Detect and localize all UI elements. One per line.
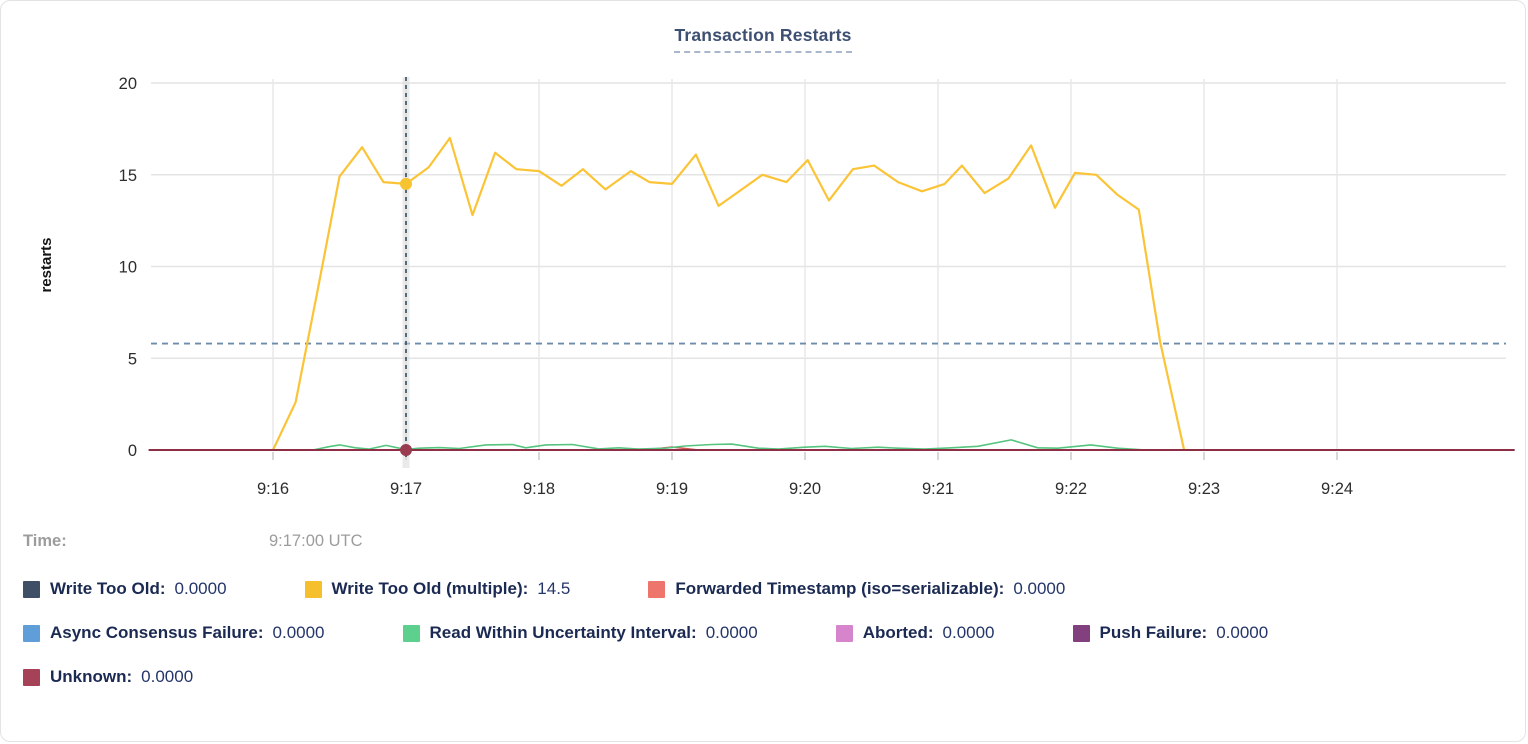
legend-swatch-icon	[23, 580, 40, 598]
x-tick-label: 9:17	[390, 480, 422, 498]
legend-item: Async Consensus Failure: 0.0000	[23, 623, 325, 643]
legend-swatch-icon	[23, 668, 40, 686]
x-tick-label: 9:20	[789, 480, 821, 498]
y-tick-label: 20	[119, 75, 137, 93]
legend-row: Async Consensus Failure: 0.0000 Read Withi…	[23, 623, 1503, 643]
hover-legend: Time: 9:17:00 UTC Write Too Old: 0.0000 Wr…	[23, 529, 1503, 711]
legend-swatch-icon	[648, 580, 666, 598]
legend-value: 0.0000	[705, 623, 758, 642]
x-tick-label: 9:21	[922, 480, 954, 498]
legend-value: 0.0000	[1216, 623, 1269, 642]
x-tick-label: 9:16	[257, 480, 289, 498]
y-tick-label: 10	[119, 259, 137, 277]
legend-rows: Write Too Old: 0.0000 Write Too Old (multi…	[23, 579, 1503, 687]
legend-value: 0.0000	[272, 623, 325, 642]
legend-value: 0.0000	[942, 623, 995, 642]
legend-item: Write Too Old (multiple): 14.5	[304, 579, 571, 599]
legend-label: Push Failure:	[1099, 623, 1208, 642]
y-axis-label: restarts	[38, 237, 55, 292]
legend-swatch-icon	[835, 624, 853, 642]
legend-swatch-icon	[1072, 624, 1090, 642]
hover-time-value: 9:17:00 UTC	[269, 531, 363, 550]
legend-label: Write Too Old (multiple):	[331, 579, 529, 598]
legend-value: 14.5	[537, 579, 571, 598]
legend-row: Unknown: 0.0000	[23, 667, 1503, 687]
legend-value: 0.0000	[1013, 579, 1066, 598]
x-tick-label: 9:19	[656, 480, 688, 498]
y-tick-label: 15	[119, 167, 137, 185]
x-tick-label: 9:22	[1055, 480, 1087, 498]
legend-item: Write Too Old: 0.0000	[23, 579, 227, 599]
legend-label: Async Consensus Failure:	[50, 623, 264, 642]
legend-value: 0.0000	[141, 667, 194, 686]
legend-item: Read Within Uncertainty Interval: 0.0000	[402, 623, 758, 643]
legend-label: Write Too Old:	[50, 579, 166, 598]
y-tick-label: 5	[128, 350, 137, 368]
legend-swatch-icon	[23, 624, 40, 642]
legend-item: Unknown: 0.0000	[23, 667, 193, 687]
legend-label: Forwarded Timestamp (iso=serializable):	[675, 579, 1005, 598]
x-tick-label: 9:24	[1321, 480, 1353, 498]
chart-title[interactable]: Transaction Restarts	[674, 25, 852, 53]
crosshair-dot-unknown	[400, 444, 412, 456]
legend-item: Aborted: 0.0000	[835, 623, 995, 643]
legend-value: 0.0000	[174, 579, 227, 598]
crosshair-dot-write-too-old-multiple-	[400, 177, 412, 190]
legend-label: Unknown:	[50, 667, 133, 686]
hover-time-label: Time:	[23, 531, 67, 550]
legend-row: Write Too Old: 0.0000 Write Too Old (multi…	[23, 579, 1503, 599]
legend-item: Push Failure: 0.0000	[1072, 623, 1269, 643]
legend-swatch-icon	[402, 624, 420, 642]
x-tick-label: 9:18	[523, 480, 555, 498]
x-tick-label: 9:23	[1188, 480, 1220, 498]
hover-time-row: Time: 9:17:00 UTC	[23, 529, 1503, 553]
series-line-read-within-uncertainty-interval	[148, 439, 1515, 451]
transaction-restarts-chart[interactable]: 0 5 10 15 20 9:16 9:17 9:18 9:19 9:20 9:21 9:22 9:23…	[1, 1, 1526, 516]
legend-label: Aborted:	[862, 623, 934, 642]
legend-item: Forwarded Timestamp (iso=serializable): 0…	[648, 579, 1065, 599]
chart-title-row: Transaction Restarts	[1, 25, 1525, 53]
y-tick-label: 0	[128, 442, 137, 460]
legend-swatch-icon	[304, 580, 322, 598]
series-line-write-too-old-multiple-	[271, 136, 1186, 452]
legend-label: Read Within Uncertainty Interval:	[429, 623, 697, 642]
